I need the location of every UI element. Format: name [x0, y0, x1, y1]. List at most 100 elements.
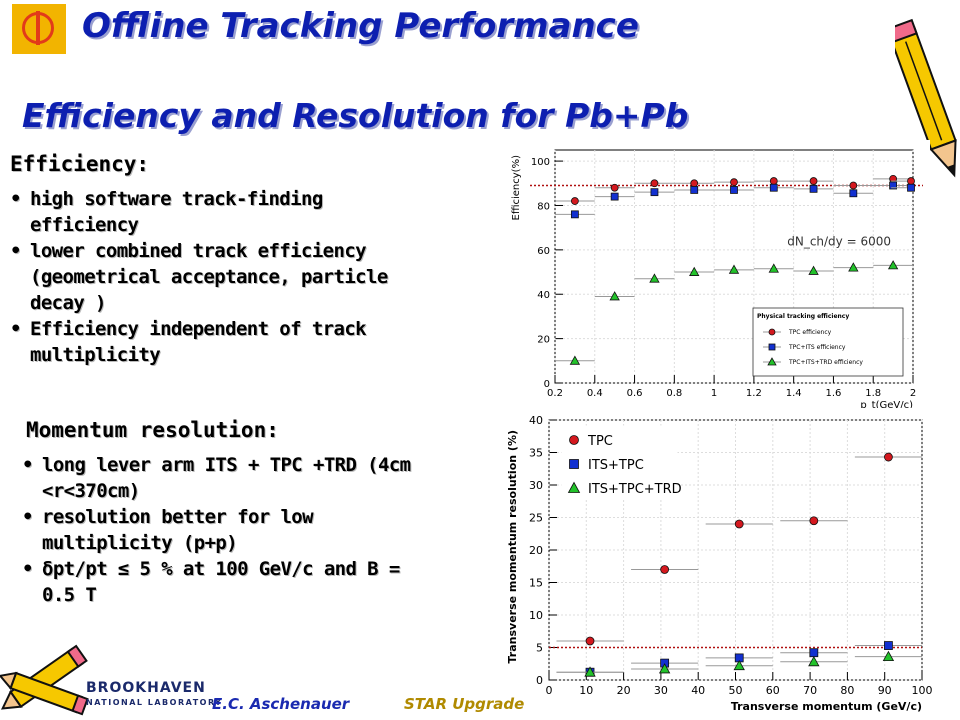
data-point	[769, 183, 778, 192]
data-point	[884, 452, 893, 462]
legend-marker	[768, 343, 776, 351]
x-tick-label: 100	[912, 684, 933, 697]
legend-box	[752, 307, 904, 377]
momentum-bullet-2: resolution better for low multiplicity (…	[20, 504, 362, 556]
data-point	[809, 177, 818, 185]
legend-marker	[569, 459, 579, 469]
momentum-bullet-1: long lever arm ITS + TPC +TRD (4cm <r<37…	[20, 452, 442, 504]
x-tick-label: 90	[878, 684, 892, 697]
data-point	[649, 273, 660, 283]
data-point	[728, 264, 740, 274]
data-point	[733, 659, 745, 671]
efficiency-heading: Efficiency:	[10, 152, 150, 176]
y-tick-label: 80	[537, 201, 550, 212]
data-point	[570, 210, 579, 219]
data-point	[907, 183, 915, 192]
y-tick-label: 20	[537, 335, 550, 346]
data-point	[889, 181, 898, 190]
data-point	[610, 192, 619, 201]
momentum-bullets: long lever arm ITS + TPC +TRD (4cm <r<37…	[20, 452, 440, 608]
efficiency-bullet-1: high software track-finding efficiency	[8, 186, 390, 238]
x-tick-label: 80	[840, 684, 854, 697]
data-point	[884, 641, 893, 650]
data-point	[769, 177, 778, 185]
momentum-heading: Momentum resolution:	[26, 418, 279, 442]
y-tick-label: 15	[529, 577, 543, 590]
page-title: Offline Tracking Performance	[82, 6, 639, 46]
pencils-icon	[0, 644, 89, 716]
y-tick-label: 5	[536, 642, 543, 655]
y-tick-label: 25	[529, 512, 543, 525]
x-tick-label: 1	[711, 388, 717, 399]
footer-author: E.C. Aschenauer	[212, 695, 350, 713]
legend-box	[561, 425, 678, 499]
legend-marker	[767, 357, 777, 366]
y-axis-label: Transverse momentum resolution (%)	[506, 430, 519, 663]
efficiency-chart: 0 20 40 60 80 100 0.2 0.4 0.6 0.8 1 1.2 1.4 1.6 1.8 2p_…	[505, 140, 930, 410]
data-point	[569, 355, 581, 365]
y-tick-label: 35	[529, 447, 543, 460]
legend-label: TPC	[587, 434, 613, 449]
chart-annotation: dN_ch/dy = 6000	[787, 234, 891, 248]
data-point	[610, 183, 619, 192]
data-point	[650, 188, 659, 197]
data-point	[570, 197, 579, 205]
legend-marker	[569, 435, 579, 445]
x-tick-label: 1.2	[746, 388, 762, 399]
x-tick-label: 0	[546, 684, 553, 697]
lab-logo-text: BROOKHAVEN	[86, 680, 206, 696]
legend-label: TPC+ITS efficiency	[788, 344, 846, 351]
legend-label: TPC+ITS+TRD efficiency	[788, 359, 863, 366]
legend-title: Physical tracking efficiency	[757, 313, 849, 320]
data-point	[848, 262, 859, 272]
data-point	[849, 189, 858, 198]
data-point	[809, 516, 819, 526]
legend-marker	[768, 328, 776, 336]
efficiency-bullet-3: Efficiency independent of track multipli…	[8, 316, 430, 368]
legend-label: TPC efficiency	[788, 329, 832, 336]
y-tick-label: 30	[529, 479, 543, 492]
data-point	[907, 177, 915, 185]
y-tick-label: 0	[544, 379, 550, 390]
x-tick-label: 50	[729, 684, 743, 697]
data-point	[690, 179, 699, 188]
x-axis-label: Transverse momentum (GeV/c)	[731, 700, 922, 713]
x-tick-label: 0.8	[666, 388, 682, 399]
data-point	[849, 181, 858, 190]
resolution-chart: 0 5 10 15 20 25 30 35 40 0 10 20 30 40 50 60 70 80 90 100 Tr…	[500, 408, 935, 720]
legend-marker	[567, 481, 581, 493]
data-point	[658, 663, 671, 674]
y-tick-label: 10	[529, 609, 543, 622]
y-tick-label: 60	[537, 246, 550, 257]
data-point	[809, 648, 819, 658]
data-point	[730, 186, 738, 194]
institute-logo	[12, 4, 66, 54]
x-axis-label: p_t(GeV/c)	[860, 400, 913, 410]
x-tick-label: 0.6	[627, 388, 643, 399]
x-tick-label: 30	[654, 684, 668, 697]
x-tick-label: 10	[579, 684, 593, 697]
x-tick-label: 40	[691, 684, 705, 697]
x-tick-label: 0.2	[547, 388, 563, 399]
x-tick-label: 2	[910, 388, 916, 399]
data-point	[882, 650, 895, 662]
x-tick-label: 60	[766, 684, 780, 697]
data-point	[650, 179, 659, 188]
legend-label: ITS+TPC	[588, 458, 644, 473]
data-point	[689, 266, 700, 276]
efficiency-bullets: high software track-finding efficiency l…	[8, 186, 428, 368]
momentum-bullet-3: δpt/pt ≤ 5 % at 100 GeV/c and B = 0.5 T	[20, 556, 442, 608]
data-point	[808, 655, 820, 667]
x-tick-label: 1.6	[825, 388, 841, 399]
y-tick-label: 40	[529, 414, 543, 427]
data-point	[887, 260, 899, 270]
lab-logo-subtext: NATIONAL LABORATORY	[86, 698, 223, 707]
y-tick-label: 0	[536, 674, 543, 687]
data-point	[584, 666, 596, 677]
data-point	[734, 519, 744, 529]
x-tick-label: 0.4	[587, 388, 603, 399]
x-tick-label: 1.4	[786, 388, 802, 399]
data-point	[768, 263, 779, 273]
pencil-icon	[895, 18, 957, 178]
legend-label: ITS+TPC+TRD	[588, 482, 682, 497]
